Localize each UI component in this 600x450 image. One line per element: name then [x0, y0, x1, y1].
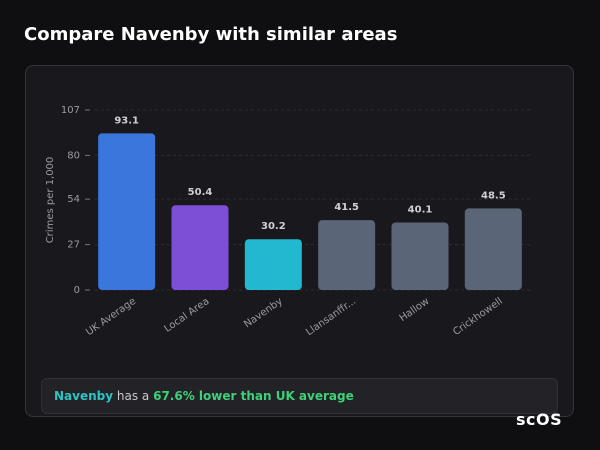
y-axis-label: Crimes per 1,000	[45, 157, 56, 244]
bar	[171, 205, 229, 290]
value-label: 41.5	[334, 202, 359, 213]
y-tick-label: 0	[74, 285, 80, 296]
x-tick-label: Llansanffr...	[304, 296, 358, 338]
summary-comparison: 67.6% lower than UK average	[153, 389, 354, 403]
x-tick-label: Local Area	[162, 296, 211, 335]
x-tick-label: Hallow	[398, 296, 432, 324]
x-tick-label: Navenby	[242, 296, 285, 330]
bar	[464, 208, 522, 290]
bar	[318, 220, 376, 290]
y-tick-label: 107	[61, 105, 80, 116]
summary-area: Navenby	[54, 389, 114, 403]
x-tick-label: Crickhowell	[451, 296, 504, 338]
value-label: 50.4	[188, 187, 213, 198]
value-label: 48.5	[481, 190, 506, 201]
value-label: 93.1	[114, 115, 139, 126]
y-tick-label: 54	[67, 194, 80, 205]
y-tick-label: 80	[67, 150, 80, 161]
y-tick-label: 27	[67, 240, 80, 251]
value-label: 30.2	[261, 221, 286, 232]
summary: Navenby has a 67.6% lower than UK averag…	[41, 378, 558, 414]
page-title: Compare Navenby with similar areas	[24, 24, 398, 45]
logo: scOS	[516, 410, 563, 429]
value-label: 40.1	[408, 205, 433, 216]
bar	[391, 222, 449, 290]
summary-text: has a	[116, 389, 150, 403]
bar	[98, 133, 156, 290]
x-tick-label: UK Average	[84, 296, 138, 338]
bar	[244, 239, 302, 290]
